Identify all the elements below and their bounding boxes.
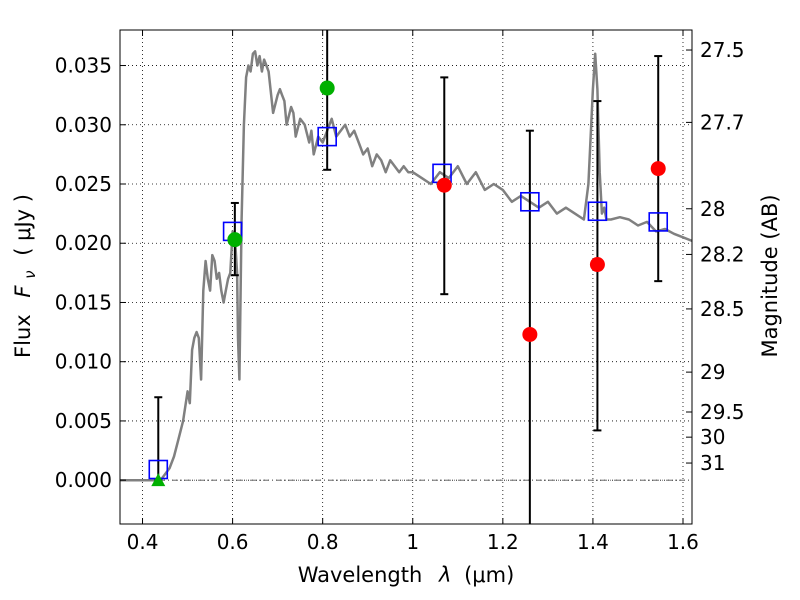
y-axis-label-subscript: ν (21, 270, 39, 278)
y-tick-label: 0.005 (55, 409, 112, 433)
x-tick-label: 0.6 (217, 530, 249, 554)
y-tick-label: 0.020 (55, 231, 112, 255)
y-tick-label: 0.035 (55, 54, 112, 78)
x-axis-label: Wavelength λ (μm) (298, 563, 515, 587)
observed-point-green (227, 232, 243, 248)
observed-point-red (650, 161, 666, 177)
model-point-square (317, 126, 337, 147)
y-tick-label: 0.000 (55, 468, 112, 492)
y-tick-label: 0.030 (55, 113, 112, 137)
model-point-square (587, 201, 608, 222)
magnitude-tick-label: 28.5 (700, 297, 745, 321)
magnitude-tick-label: 28.2 (700, 242, 745, 266)
magnitude-axis-label: Magnitude (AB) (758, 194, 782, 357)
magnitude-tick-label: 29.5 (700, 400, 745, 424)
upper-limit-triangle (151, 473, 166, 487)
x-axis-label-symbol: λ (438, 563, 451, 587)
x-tick-label: 0.8 (307, 530, 339, 554)
axis-ticks: 0.4 0.6 0.8 1 1.2 1.4 1.6 0.000 0.005 0.010 0.015 0… (55, 30, 745, 554)
y-axis-label: Flux F ν ( μJy ) (11, 194, 40, 358)
data-points (148, 80, 669, 487)
y-tick-label: 0.010 (55, 350, 112, 374)
observed-point-red (589, 257, 605, 273)
magnitude-tick-label: 28 (700, 197, 725, 221)
observed-point-red (522, 326, 538, 342)
y-tick-label: 0.025 (55, 172, 112, 196)
magnitude-tick-label: 27.7 (700, 110, 745, 134)
y-axis-label-symbol: F (11, 285, 35, 298)
observed-point-red (436, 177, 452, 193)
model-point-square (648, 212, 669, 232)
observed-point-green (319, 80, 335, 96)
model-point-square (520, 191, 540, 212)
x-axis-label-unit: (μm) (464, 563, 514, 587)
x-tick-label: 1.4 (577, 530, 609, 554)
y-tick-label: 0.015 (55, 290, 112, 314)
y-axis-label-text: Flux (11, 314, 35, 358)
x-tick-label: 0.4 (127, 530, 159, 554)
plot-frame (119, 29, 693, 525)
magnitude-tick-label: 31 (700, 451, 725, 475)
model-spectrum-line (120, 50, 693, 482)
x-tick-label: 1 (406, 530, 419, 554)
y-axis-label-unit: ( μJy ) (11, 194, 35, 256)
magnitude-tick-label: 27.5 (700, 38, 745, 62)
magnitude-tick-label: 30 (700, 425, 725, 449)
x-tick-label: 1.2 (487, 530, 519, 554)
x-tick-label: 1.6 (667, 530, 699, 554)
magnitude-tick-label: 29 (700, 360, 725, 384)
error-bars (154, 30, 663, 524)
grid-lines (120, 30, 692, 524)
x-axis-label-text: Wavelength (298, 563, 423, 587)
